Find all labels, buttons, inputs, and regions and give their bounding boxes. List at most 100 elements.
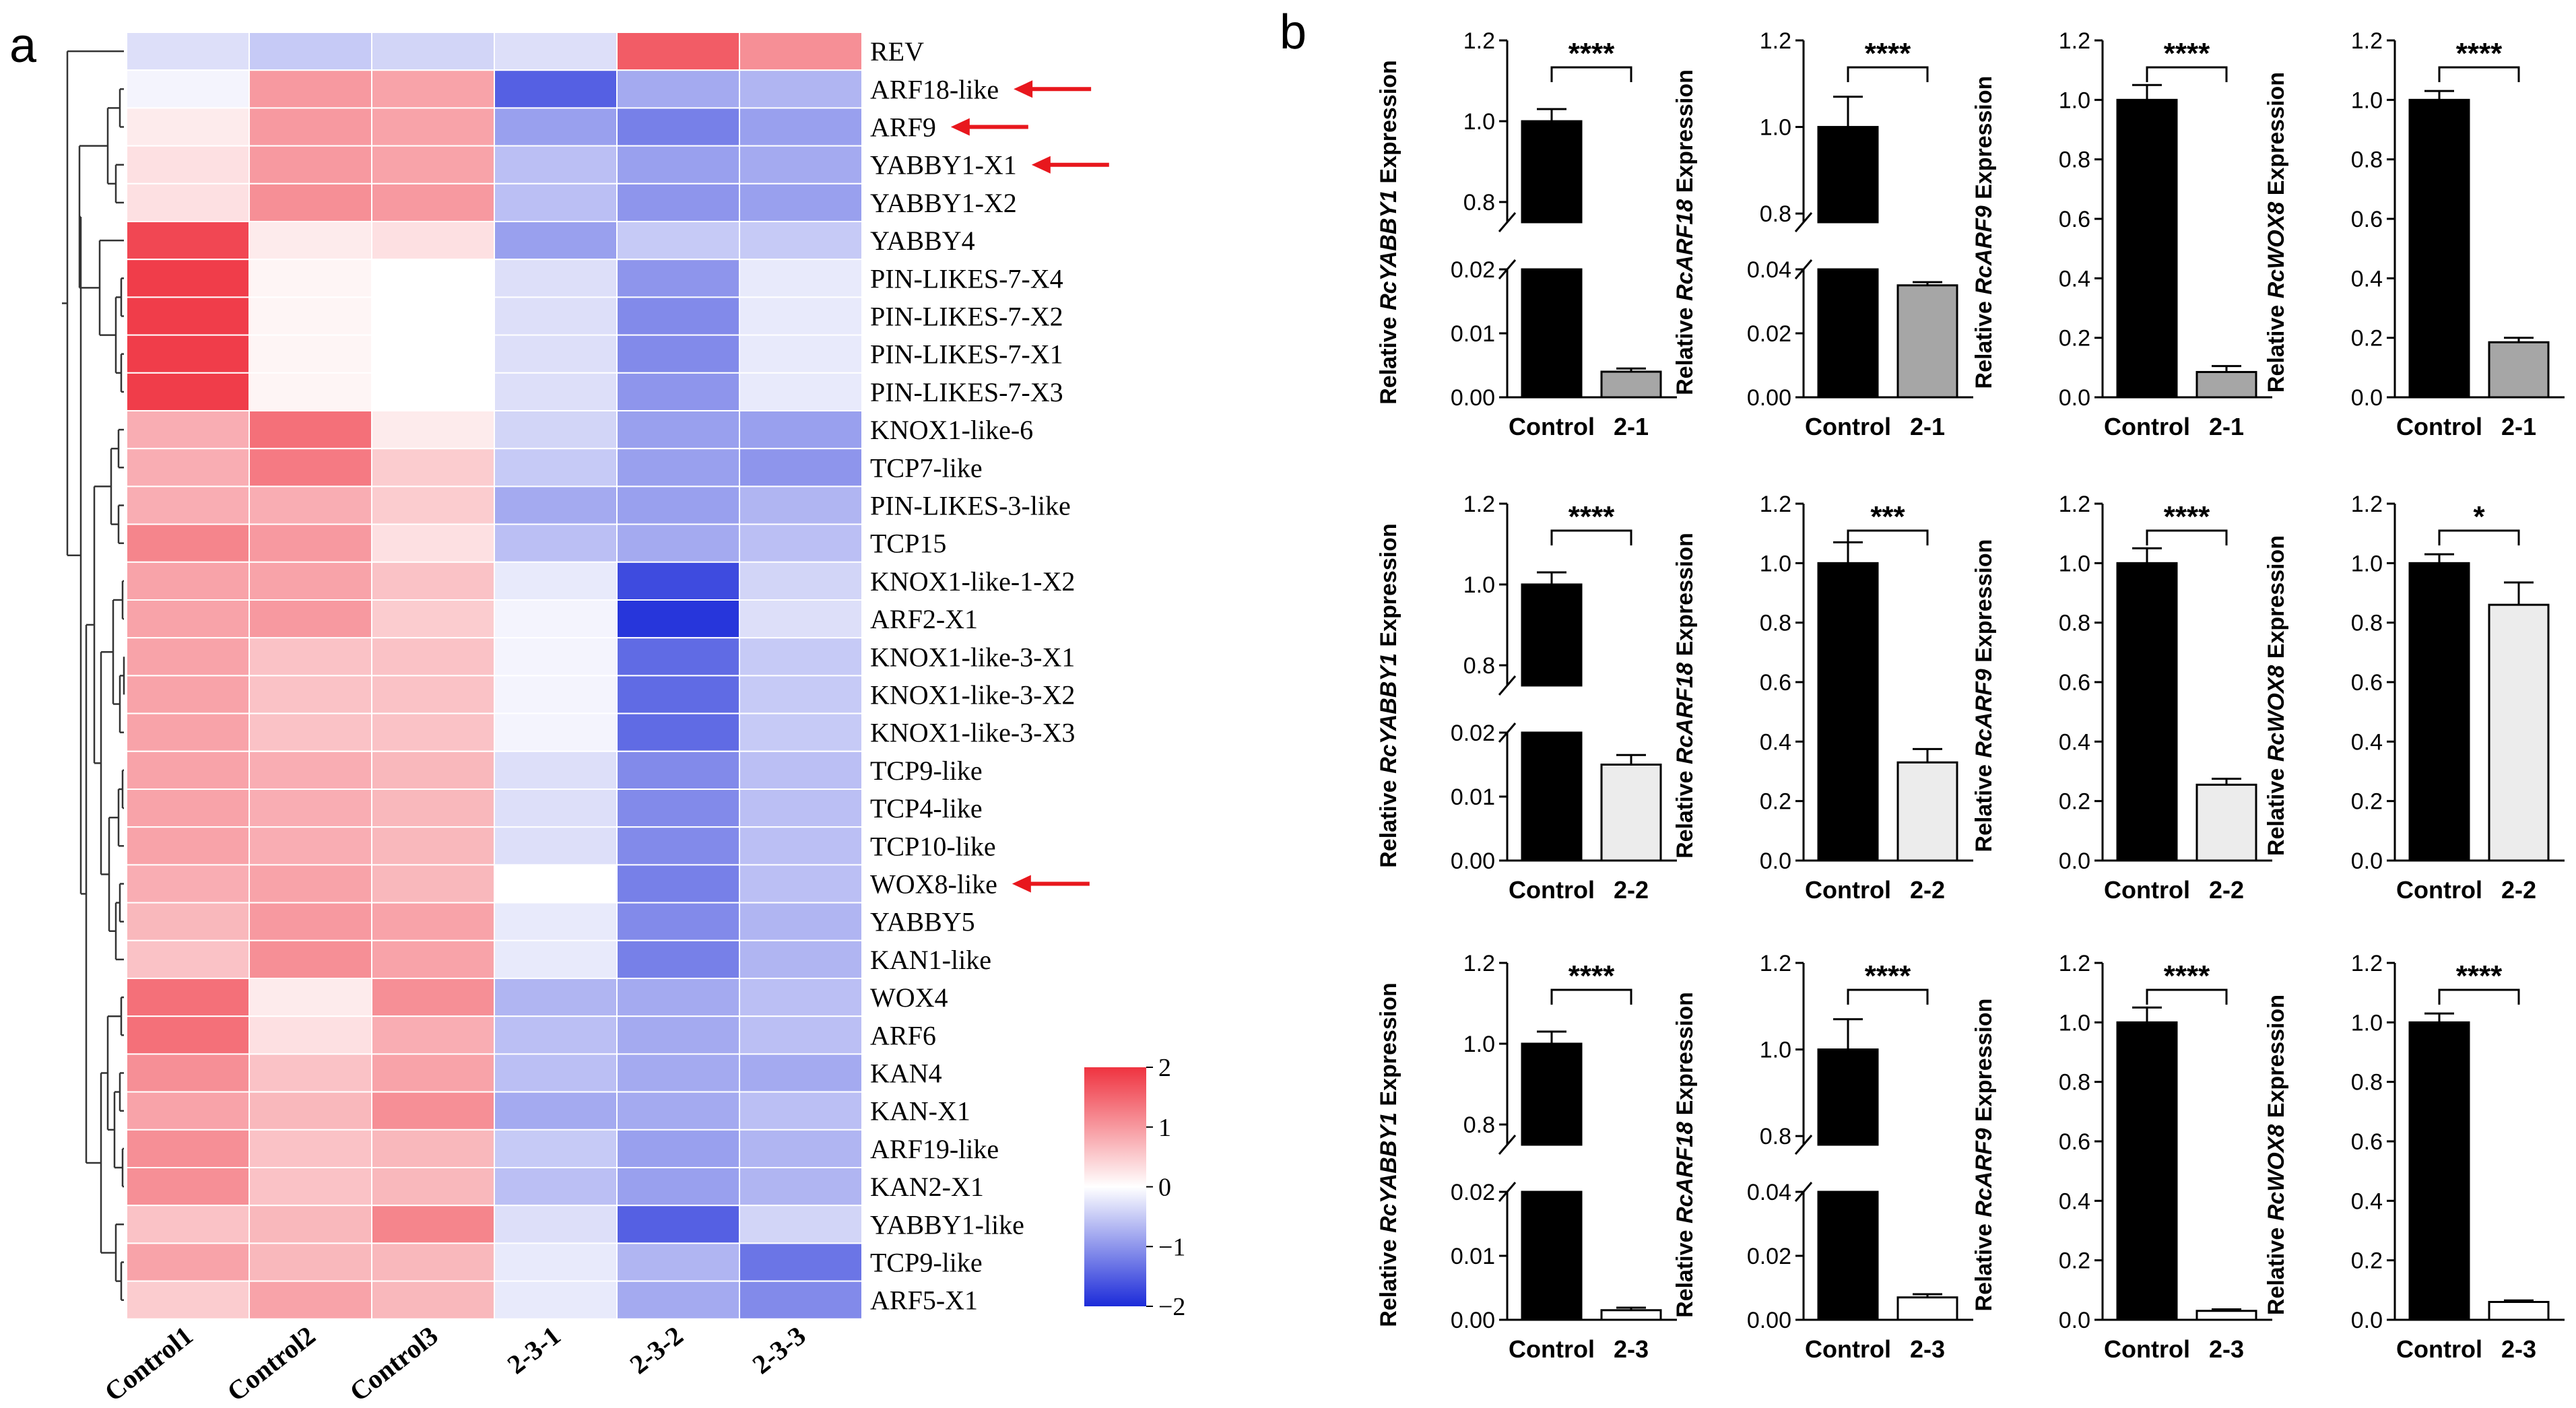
heatmap-cell: [249, 599, 372, 639]
heatmap-cell: [494, 448, 618, 488]
y-tick-label: 0.2: [2059, 326, 2090, 351]
heatmap-cell: [739, 939, 863, 980]
heatmap-row-label: WOX8-like: [870, 869, 997, 900]
y-tick-label: 1.0: [1760, 551, 1791, 576]
bar-chart: 0.0 0.2 0.4 0.6 0.8 1.0 1.2 Control 2-1 Relative …: [1971, 28, 2272, 440]
heatmap-cell: [249, 296, 372, 336]
heatmap-cell: [126, 675, 250, 714]
significance-bracket: [1550, 66, 1632, 82]
heatmap-cell: [371, 1015, 495, 1055]
y-tick-label: 0.8: [1760, 201, 1791, 227]
heatmap-cell: [739, 485, 863, 525]
y-tick-label: 0.02: [1451, 720, 1495, 746]
significance-bracket: [2146, 66, 2228, 82]
y-axis-title-prefix: Relative: [1672, 1223, 1698, 1318]
y-tick-label: 1.2: [2351, 951, 2383, 976]
y-axis-title: Relative RcYABBY1 Expression: [1376, 982, 1401, 1327]
y-axis-title-suffix: Expression: [2264, 535, 2289, 665]
heatmap-row-label: ARF5-X1: [870, 1285, 978, 1316]
heatmap-cell: [739, 1091, 863, 1131]
heatmap-row-label: KNOX1-like-3-X2: [870, 680, 1075, 710]
heatmap-cell: [494, 902, 618, 941]
y-tick-label: 0.0: [1760, 848, 1791, 874]
significance-label: ****: [2456, 37, 2503, 70]
y-axis-title: Relative RcARF9 Expression: [1971, 76, 1997, 389]
colorbar-tick-label: 0: [1158, 1174, 1171, 1202]
heatmap-cell: [249, 1205, 372, 1244]
heatmap-cell: [249, 221, 372, 261]
y-tick-label: 0.8: [2059, 1070, 2090, 1096]
y-tick-label: 1.0: [2351, 551, 2383, 576]
y-axis-title-prefix: Relative: [1971, 1217, 1997, 1312]
heatmap-cell: [494, 826, 618, 866]
x-tick-label: 2-1: [2501, 413, 2536, 440]
bar: [1521, 120, 1583, 224]
bar: [2195, 370, 2257, 399]
y-axis-title-gene: RcARF9: [1971, 205, 1997, 294]
heatmap-cell: [739, 372, 863, 411]
heatmap-row-label: ARF2-X1: [870, 604, 978, 634]
heatmap-column-label: 2-3-3: [747, 1320, 812, 1380]
y-tick-label: 0.6: [2059, 670, 2090, 696]
heatmap-cell: [739, 750, 863, 791]
heatmap-cell: [739, 182, 863, 222]
y-axis-title: Relative RcWOX8 Expression: [2264, 995, 2289, 1315]
heatmap-cell: [494, 789, 618, 828]
significance-bracket: [2146, 529, 2228, 545]
y-tick-label: 0.2: [1760, 789, 1791, 815]
heatmap-cell: [126, 1053, 250, 1093]
bar: [2408, 1021, 2470, 1321]
bar: [1896, 284, 1958, 399]
heatmap-cell: [371, 69, 495, 109]
bar: [2488, 1301, 2550, 1321]
heatmap-row-label: ARF19-like: [870, 1134, 999, 1164]
y-tick-label: 0.8: [2059, 611, 2090, 636]
x-tick-label: Control: [1805, 413, 1891, 440]
significance-label: ****: [2164, 960, 2210, 993]
y-axis-title-prefix: Relative: [2264, 762, 2289, 856]
heatmap-cell: [371, 1091, 495, 1131]
x-tick-label: 2-3: [2209, 1335, 2244, 1363]
y-axis-title-gene: RcARF18: [1672, 199, 1698, 301]
heatmap-cell: [739, 107, 863, 147]
heatmap-cell: [371, 637, 495, 677]
y-tick-label: 0.0: [2059, 1308, 2090, 1333]
y-axis-title: Relative RcWOX8 Expression: [2264, 535, 2289, 856]
significance-label: ****: [2164, 500, 2210, 533]
y-tick-label: 0.00: [1451, 1308, 1495, 1333]
heatmap-cell: [616, 145, 740, 185]
x-tick-label: 2-3: [1614, 1335, 1649, 1363]
y-tick-label: 0.6: [2351, 670, 2383, 696]
y-tick-label: 0.2: [2351, 789, 2383, 815]
x-tick-label: Control: [2104, 413, 2190, 440]
x-tick-label: 2-3: [1910, 1335, 1945, 1363]
y-axis-title-suffix: Expression: [1376, 60, 1401, 190]
y-tick-label: 0.00: [1451, 848, 1495, 874]
heatmap-cell: [739, 1015, 863, 1055]
heatmap-cell: [249, 182, 372, 222]
bar: [1817, 562, 1879, 862]
heatmap-cell: [249, 675, 372, 714]
heatmap-row-labels: REV ARF18-like ARF9 YABBY1-X1 YABBY1-X2 YABBY…: [870, 36, 1109, 1316]
y-tick-label: 1.2: [2059, 951, 2090, 976]
heatmap-cell: [739, 1242, 863, 1282]
heatmap-cell: [739, 410, 863, 450]
heatmap-cell: [494, 145, 618, 185]
y-axis-title: Relative RcARF9 Expression: [1971, 539, 1997, 852]
heatmap-cell: [249, 750, 372, 791]
y-axis-title: Relative RcYABBY1 Expression: [1376, 523, 1401, 867]
highlight-arrow: [950, 118, 1028, 136]
bar: [2116, 98, 2178, 399]
y-axis-title-gene: RcARF9: [1971, 1128, 1997, 1217]
heatmap-cell: [371, 1167, 495, 1207]
y-tick-label: 0.01: [1451, 784, 1495, 810]
heatmap-cell: [494, 939, 618, 980]
heatmap-cell: [494, 1129, 618, 1169]
heatmap-cell: [249, 789, 372, 828]
heatmap-row-label: TCP4-like: [870, 793, 983, 824]
y-axis-title-gene: RcWOX8: [2264, 202, 2289, 299]
heatmap-cell: [739, 675, 863, 714]
highlight-arrow: [1014, 80, 1092, 98]
x-tick-label: Control: [1509, 413, 1595, 440]
x-tick-label: 2-2: [1614, 876, 1649, 904]
